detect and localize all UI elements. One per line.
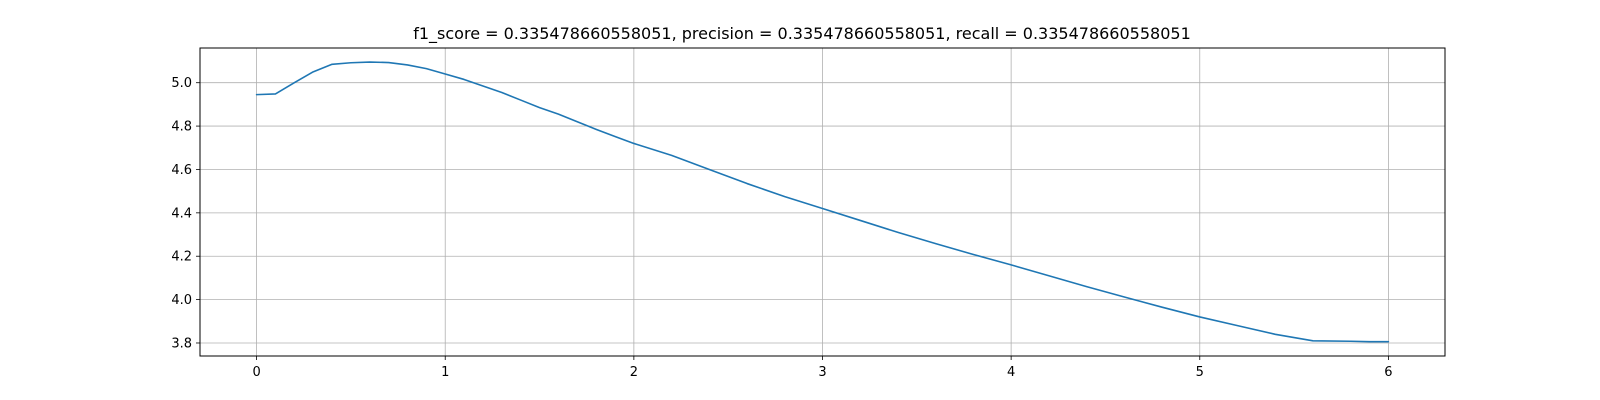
series-line xyxy=(255,61,1390,343)
y-tick-label: 4.2 xyxy=(171,250,192,265)
chart-title: f1_score = 0.335478660558051, precision … xyxy=(413,24,1191,44)
y-tick-label: 4.8 xyxy=(171,120,192,135)
x-tick-label: 2 xyxy=(630,365,638,380)
y-tick-label: 4.4 xyxy=(171,206,192,221)
x-tick-label: 4 xyxy=(1007,365,1015,380)
y-tick-label: 5.0 xyxy=(171,76,192,91)
x-tick-label: 1 xyxy=(441,365,449,380)
y-tick-label: 3.8 xyxy=(171,336,192,351)
x-tick-label: 3 xyxy=(818,365,826,380)
axis-ticks: 0 1 2 3 4 5 6 3.8 4.0 4.2 4.4 4.6 4.8 5.0 xyxy=(171,76,1392,380)
y-tick-label: 4.6 xyxy=(171,163,192,178)
x-tick-label: 5 xyxy=(1196,365,1204,380)
y-tick-label: 4.0 xyxy=(171,293,192,308)
x-tick-label: 6 xyxy=(1384,365,1392,380)
series-layer xyxy=(255,61,1390,343)
grid-lines xyxy=(200,48,1445,356)
x-tick-label: 0 xyxy=(252,365,260,380)
